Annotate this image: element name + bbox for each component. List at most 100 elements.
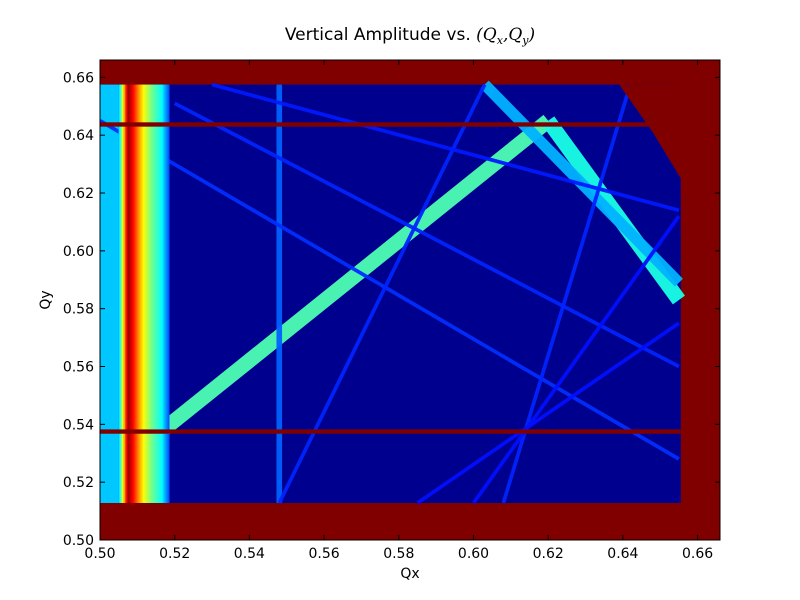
chart-title-math: (Qx,Qy) bbox=[476, 25, 535, 47]
vertical-band-strip bbox=[142, 84, 144, 503]
vertical-band-strip bbox=[136, 84, 138, 503]
y-tick-label: 0.58 bbox=[63, 302, 94, 318]
vertical-band-strip bbox=[120, 84, 123, 503]
vertical-band-strip bbox=[134, 84, 136, 503]
x-tick: 0.58 bbox=[383, 60, 414, 562]
x-tick-label: 0.66 bbox=[682, 546, 713, 562]
y-axis-label: Qy bbox=[38, 290, 54, 309]
vertical-band-strip bbox=[143, 84, 146, 503]
heatmap-left-edge-zone bbox=[100, 84, 119, 503]
x-tick-label: 0.58 bbox=[383, 546, 414, 562]
vertical-band-strip bbox=[124, 84, 127, 503]
vertical-band-strip bbox=[152, 84, 155, 503]
x-tick: 0.54 bbox=[234, 60, 265, 562]
x-tick: 0.66 bbox=[682, 60, 713, 562]
y-tick: 0.64 bbox=[63, 128, 720, 144]
vertical-band-strip bbox=[123, 84, 126, 503]
plot-frame bbox=[99, 59, 721, 541]
x-tick-label: 0.52 bbox=[159, 546, 190, 562]
corner-saturation-region bbox=[619, 84, 720, 179]
x-tick-label: 0.54 bbox=[234, 546, 265, 562]
y-tick: 0.54 bbox=[63, 417, 720, 433]
vertical-band-strip bbox=[164, 84, 166, 503]
vertical-band-strip bbox=[129, 84, 132, 503]
vertical-band-strip bbox=[130, 84, 133, 503]
y-tick: 0.62 bbox=[63, 186, 720, 202]
y-tick: 0.60 bbox=[63, 244, 720, 260]
resonance-line-0 bbox=[140, 114, 553, 451]
saturated-band-1 bbox=[100, 429, 681, 434]
y-tick-label: 0.60 bbox=[63, 244, 94, 260]
y-axis-ticks: 0.50 0.52 0.54 0.56 0.58 0.60 0.62 0.64 0.66 bbox=[63, 70, 720, 549]
y-tick: 0.56 bbox=[63, 360, 720, 376]
x-tick-label: 0.56 bbox=[309, 546, 340, 562]
y-tick: 0.50 bbox=[63, 533, 720, 549]
y-tick-label: 0.64 bbox=[63, 128, 94, 144]
vertical-band-strip bbox=[167, 84, 170, 503]
vertical-band-strip bbox=[118, 84, 121, 503]
x-tick-label: 0.60 bbox=[458, 546, 489, 562]
vertical-band-strip bbox=[144, 84, 147, 503]
vertical-band-strip bbox=[151, 84, 153, 503]
x-tick: 0.64 bbox=[607, 60, 639, 562]
vertical-band-strip bbox=[140, 84, 142, 503]
vertical-resonance-band bbox=[118, 84, 170, 503]
x-tick-label: 0.64 bbox=[607, 546, 638, 562]
vertical-band-strip bbox=[128, 84, 130, 503]
vertical-band-strip bbox=[146, 84, 148, 503]
y-tick-label: 0.56 bbox=[63, 360, 94, 376]
y-tick-label: 0.52 bbox=[63, 475, 94, 491]
x-tick: 0.52 bbox=[159, 60, 190, 562]
y-tick: 0.52 bbox=[63, 475, 720, 491]
resonance-line-5 bbox=[173, 101, 680, 369]
vertical-band-strip bbox=[138, 84, 140, 503]
vertical-band-strip bbox=[158, 84, 161, 503]
vertical-band-strip bbox=[148, 84, 151, 503]
vertical-band-strip bbox=[133, 84, 135, 503]
heatmap-data-region bbox=[100, 84, 681, 503]
resonance-line-7 bbox=[211, 82, 680, 213]
vertical-band-strip bbox=[135, 84, 137, 503]
vertical-band-strip bbox=[132, 84, 135, 503]
y-tick: 0.58 bbox=[63, 302, 720, 318]
vertical-band-strip bbox=[121, 84, 124, 503]
y-tick-label: 0.62 bbox=[63, 186, 94, 202]
vertical-band-strip bbox=[128, 84, 131, 503]
vertical-band-strip bbox=[161, 84, 164, 503]
vertical-band-strip bbox=[126, 84, 129, 503]
x-tick: 0.62 bbox=[533, 60, 564, 562]
y-tick-label: 0.50 bbox=[63, 533, 94, 549]
resonance-line-10 bbox=[471, 215, 681, 505]
vertical-band-strip bbox=[131, 84, 134, 503]
x-tick: 0.50 bbox=[84, 60, 116, 562]
vertical-band-strip bbox=[141, 84, 143, 503]
vertical-band-strip bbox=[156, 84, 159, 503]
resonance-line-9 bbox=[416, 321, 680, 505]
heatmap-layer bbox=[100, 80, 720, 505]
x-tick: 0.60 bbox=[458, 60, 489, 562]
x-axis-ticks: 0.50 0.52 0.54 0.56 0.58 0.60 0.62 0.64 0.66 bbox=[84, 60, 713, 562]
vertical-band-strip bbox=[137, 84, 139, 503]
y-tick: 0.66 bbox=[63, 70, 720, 86]
vertical-band-strip bbox=[166, 84, 169, 503]
vertical-band-strip bbox=[165, 84, 168, 503]
x-tick-label: 0.50 bbox=[84, 546, 115, 562]
x-tick: 0.56 bbox=[309, 60, 340, 562]
chart-title: Vertical Amplitude vs. (Qx,Qy) bbox=[285, 25, 535, 47]
vertical-band-strip bbox=[162, 84, 165, 503]
x-axis-label: Qx bbox=[400, 566, 419, 582]
vertical-band-strip bbox=[147, 84, 149, 503]
y-tick-label: 0.66 bbox=[63, 70, 94, 86]
vertical-band-strip bbox=[149, 84, 152, 503]
plot-area bbox=[100, 60, 720, 540]
vertical-band-strip bbox=[153, 84, 156, 503]
x-tick-label: 0.62 bbox=[533, 546, 564, 562]
saturated-band-0 bbox=[100, 122, 681, 127]
vertical-band-strip bbox=[160, 84, 163, 503]
y-tick-label: 0.54 bbox=[63, 417, 94, 433]
vertical-band-strip bbox=[142, 84, 145, 503]
resonance-line-4 bbox=[100, 119, 680, 461]
vertical-band-strip bbox=[139, 84, 141, 503]
vertical-band-strip bbox=[155, 84, 158, 503]
